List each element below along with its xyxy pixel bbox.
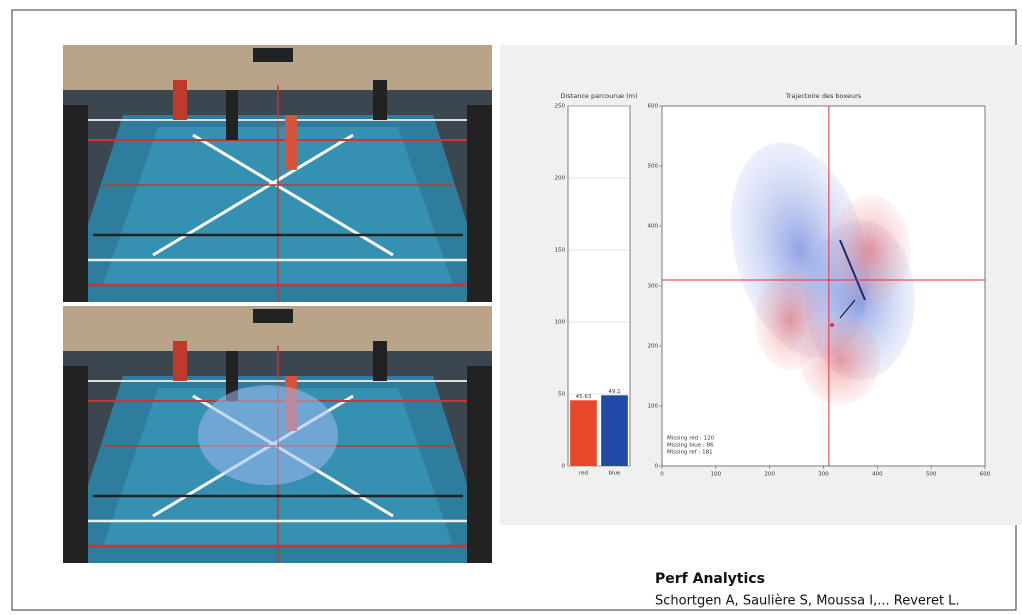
y-tick-label: 200 — [555, 176, 566, 182]
x-tick-label: 600 — [980, 472, 991, 478]
y-tick-label: 50 — [558, 392, 565, 398]
y-tick-label: 600 — [648, 104, 659, 110]
chart-title: Trajectoire des boxeurs — [785, 92, 862, 100]
chart-title: Distance parcourue (m) — [560, 92, 637, 100]
boxer-position — [830, 323, 834, 327]
figure: Perf Analytics Schortgen A, Saulière S, … — [0, 0, 1022, 615]
annotation: Missing red : 120 — [667, 436, 715, 442]
y-tick-label: 0 — [562, 464, 566, 470]
y-tick-label: 100 — [648, 404, 659, 410]
y-tick-label: 150 — [555, 248, 566, 254]
x-tick-label: 500 — [926, 472, 937, 478]
x-tick-label: 400 — [872, 472, 883, 478]
caption-title: Perf Analytics — [655, 571, 765, 587]
y-tick-label: 500 — [648, 164, 659, 170]
density-blob — [830, 195, 910, 305]
y-tick-label: 0 — [655, 464, 659, 470]
photo-density-overlay — [198, 385, 338, 485]
y-tick-label: 200 — [648, 344, 659, 350]
density-blob — [800, 315, 880, 405]
bar-value-label: 49.1 — [608, 389, 620, 395]
y-tick-label: 400 — [648, 224, 659, 230]
x-tick-label: 100 — [711, 472, 722, 478]
y-tick-label: 100 — [555, 320, 566, 326]
ring-photo-top — [63, 45, 492, 302]
bar — [601, 395, 628, 466]
x-tick-label: blue — [609, 471, 622, 477]
bar-value-label: 45.63 — [576, 394, 592, 400]
x-tick-label: 300 — [818, 472, 829, 478]
annotation: Missing blue : 86 — [667, 443, 714, 449]
caption-authors: Schortgen A, Saulière S, Moussa I,... Re… — [655, 594, 960, 609]
x-tick-label: 0 — [660, 472, 664, 478]
x-tick-label: 200 — [764, 472, 775, 478]
bar — [570, 400, 597, 466]
annotation: Missing ref : 181 — [667, 450, 713, 456]
x-tick-label: red — [579, 471, 588, 477]
y-tick-label: 300 — [648, 284, 659, 290]
y-tick-label: 250 — [555, 104, 566, 110]
